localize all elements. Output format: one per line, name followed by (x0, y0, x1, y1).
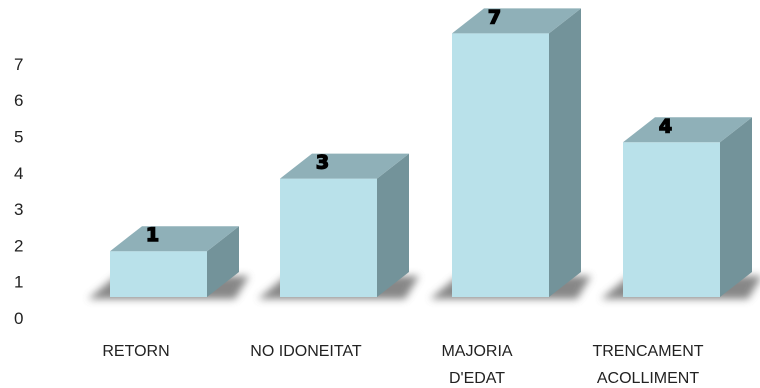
y-tick-label: 6 (14, 91, 23, 110)
y-tick-label: 4 (14, 164, 23, 183)
y-tick-label: 5 (14, 128, 23, 147)
y-axis: 0 1 2 3 4 5 6 7 (14, 55, 23, 328)
data-label: 3 (316, 152, 329, 174)
data-label: 1 (146, 224, 159, 246)
x-category-label: D'EDAT (449, 370, 505, 387)
bar-front-face (623, 142, 720, 297)
x-category-label: TRENCAMENT (592, 343, 703, 360)
bar-side-face (720, 117, 752, 297)
bar-top-face (110, 226, 239, 252)
bar-front-face (452, 33, 549, 298)
data-label: 4 (659, 115, 672, 137)
bar-top-face (280, 153, 409, 179)
bar-top-face (452, 8, 581, 34)
x-category-label: NO IDONEITAT (250, 343, 362, 360)
bar (88, 226, 249, 299)
y-tick-label: 3 (14, 200, 23, 219)
data-labels: 1 3 7 4 (145, 6, 673, 247)
y-tick-label: 7 (14, 55, 23, 74)
bar-front-face (280, 178, 377, 297)
x-category-label: MAJORIA (441, 343, 512, 360)
y-tick-label: 2 (14, 236, 23, 255)
bar-side-face (377, 153, 409, 297)
x-category-label: RETORN (102, 343, 169, 360)
bar-series (88, 8, 760, 299)
bar (430, 8, 591, 299)
bar (601, 117, 760, 299)
y-tick-label: 1 (14, 273, 23, 292)
bar-front-face (110, 251, 207, 297)
bar-top-face (623, 117, 752, 143)
x-axis: RETORN NO IDONEITAT MAJORIA D'EDAT TRENCAMEN… (102, 343, 703, 387)
y-tick-label: 0 (14, 309, 23, 328)
bar (258, 153, 419, 299)
x-category-label: ACOLLIMENT (597, 370, 699, 387)
data-label: 7 (488, 6, 501, 28)
bar-side-face (207, 226, 239, 297)
bar-side-face (549, 8, 581, 298)
